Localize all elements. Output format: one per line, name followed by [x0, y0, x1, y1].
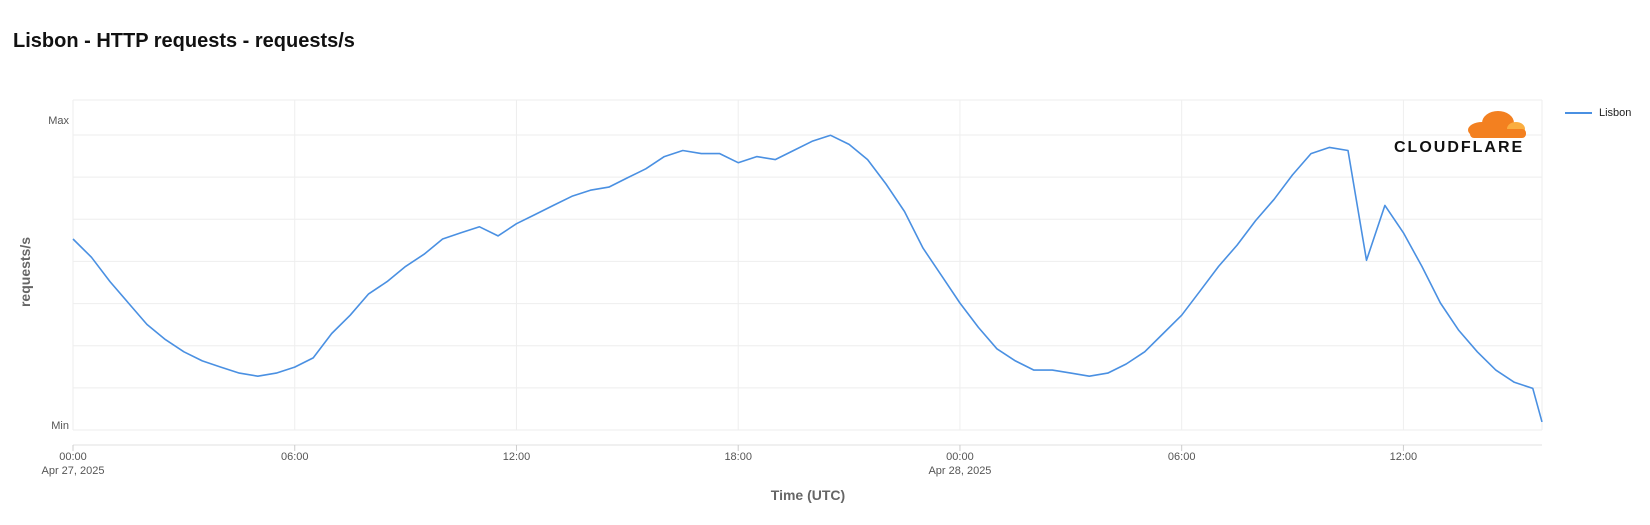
y-tick-label-min: Min [51, 420, 69, 432]
cloud-icon [1468, 111, 1526, 138]
y-tick-label-max: Max [48, 115, 69, 127]
x-tick-label: 06:00 [1168, 451, 1196, 463]
logo-wordmark: CLOUDFLARE [1394, 139, 1525, 156]
x-tick-label: 12:00 [503, 451, 531, 463]
cloudflare-logo: CLOUDFLARE [1394, 105, 1526, 156]
x-tick-sublabel: Apr 28, 2025 [928, 465, 991, 477]
y-axis-title: requests/s [17, 237, 33, 307]
y-axis: Max Min [48, 115, 69, 432]
x-tick-label: 00:00 [946, 451, 974, 463]
x-tick-sublabel: Apr 27, 2025 [42, 465, 105, 477]
chart-series[interactable] [72, 134, 1543, 423]
x-axis: 00:00 Apr 27, 2025 06:00 12:00 18:00 00:00 Apr… [42, 445, 1418, 477]
series-line-lisbon[interactable] [72, 134, 1543, 423]
x-tick-label: 00:00 [59, 451, 87, 463]
chart-legend[interactable]: Lisbon [1565, 107, 1631, 119]
legend-label[interactable]: Lisbon [1599, 107, 1632, 119]
x-tick-label: 12:00 [1390, 451, 1418, 463]
chart-grid [72, 99, 1543, 446]
page-title: Lisbon - HTTP requests - requests/s [13, 30, 355, 52]
x-axis-title: Time (UTC) [771, 487, 845, 503]
x-tick-label: 18:00 [724, 451, 752, 463]
x-tick-label: 06:00 [281, 451, 309, 463]
legend-swatch [1565, 112, 1592, 114]
